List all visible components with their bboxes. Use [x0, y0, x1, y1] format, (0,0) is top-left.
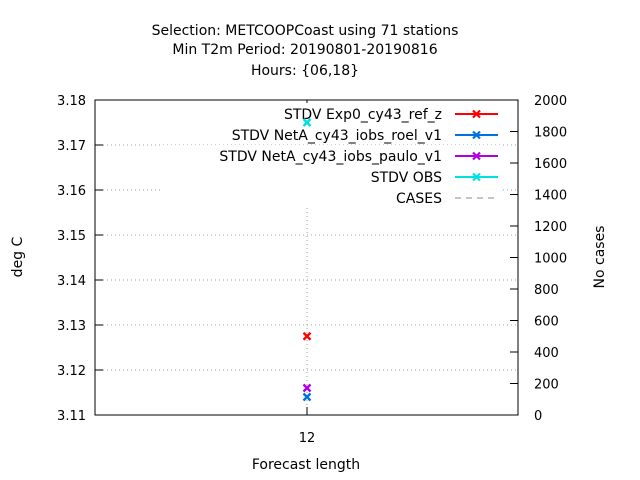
- data-point-2: [302, 392, 312, 402]
- legend-marker: [472, 172, 481, 182]
- y-tick-label: 3.12: [57, 364, 86, 379]
- y-tick-label: 3.11: [57, 409, 86, 424]
- legend-backdrop: [163, 103, 503, 123]
- legend-label: CASES: [396, 191, 442, 207]
- y2-tick-label: 1800: [534, 126, 567, 141]
- y2-tick-label: 600: [534, 315, 559, 330]
- legend-marker: [472, 130, 481, 140]
- legend: STDV Exp0_cy43_ref_z STDV NetA_cy43_iobs_…: [163, 103, 503, 207]
- title-line-3: Hours: {06,18}: [251, 63, 359, 79]
- data-point-1: [302, 331, 312, 341]
- y-tick-label: 3.17: [57, 139, 86, 154]
- legend-label: STDV Exp0_cy43_ref_z: [284, 107, 442, 123]
- y2-tick-label: 800: [534, 283, 559, 298]
- y-tick-label: 3.15: [57, 229, 86, 244]
- y2-tick-label: 2000: [534, 94, 567, 109]
- x-tick-label: 12: [299, 431, 316, 446]
- data-point-4: [302, 118, 312, 127]
- title-line-1: Selection: METCOOPCoast using 71 station…: [152, 23, 459, 39]
- y2-tick-label: 1200: [534, 220, 567, 235]
- y-tick-label: 3.13: [57, 319, 86, 334]
- y2-tick-label: 1600: [534, 157, 567, 172]
- y2-tick-label: 0: [534, 409, 542, 424]
- legend-backdrop: [163, 124, 503, 144]
- legend-marker: [472, 151, 481, 161]
- data-point-3: [302, 383, 312, 393]
- legend-label: STDV OBS: [371, 170, 442, 186]
- y2-tick-label: 1000: [534, 252, 567, 267]
- legend-backdrop: [163, 187, 503, 207]
- y2-axis-label: No cases: [592, 226, 608, 289]
- x-axis-label: Forecast length: [252, 457, 360, 473]
- plot-frame: [94, 99, 519, 416]
- y-tick-label: 3.14: [57, 274, 86, 289]
- legend-label: STDV NetA_cy43_iobs_roel_v1: [232, 128, 442, 144]
- y2-tick-label: 200: [534, 378, 559, 393]
- axis-ticks: 3.11 3.12 3.13 3.14 3.15 3.16 3.17 3.18 0 200 400 6…: [57, 94, 567, 446]
- legend-backdrop: [163, 166, 503, 186]
- y-axis-label: deg C: [10, 236, 26, 277]
- y-tick-label: 3.16: [57, 184, 86, 199]
- y2-tick-label: 400: [534, 346, 559, 361]
- y2-tick-label: 1400: [534, 189, 567, 204]
- data-marks: [302, 118, 312, 402]
- legend-label: STDV NetA_cy43_iobs_paulo_v1: [219, 149, 442, 165]
- y-tick-label: 3.18: [57, 94, 86, 109]
- legend-marker: [472, 109, 481, 119]
- title-line-2: Min T2m Period: 20190801-20190816: [172, 42, 437, 58]
- chart-title: Selection: METCOOPCoast using 71 station…: [152, 23, 459, 79]
- legend-backdrop: [163, 145, 503, 165]
